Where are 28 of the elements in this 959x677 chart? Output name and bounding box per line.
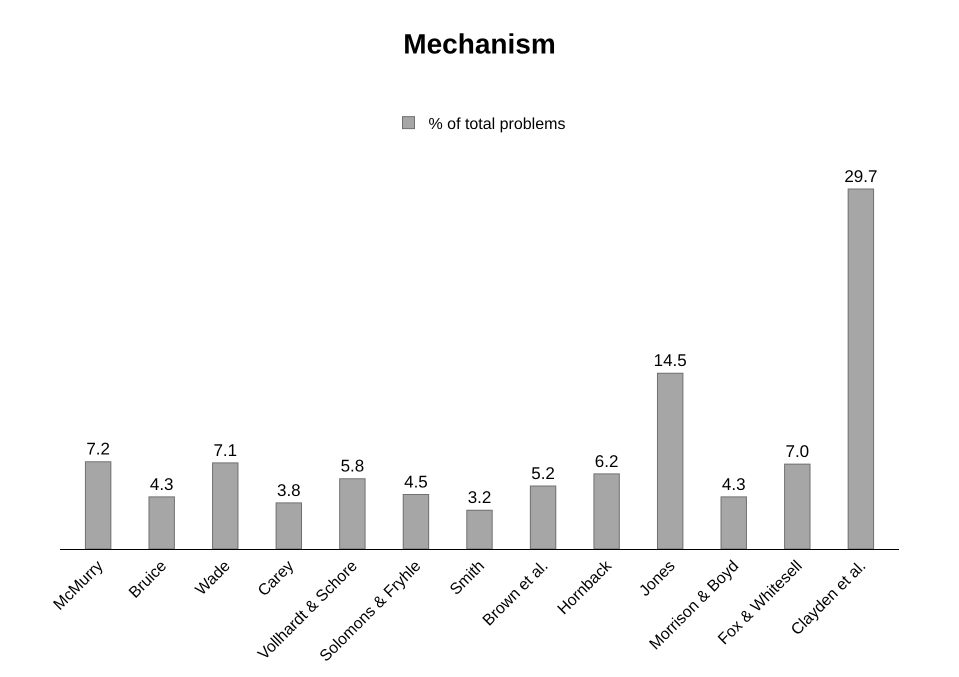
bar <box>656 372 684 549</box>
data-label: 5.2 <box>531 464 555 483</box>
data-label: 14.5 <box>654 351 687 370</box>
data-label: 4.3 <box>722 474 746 494</box>
bar <box>276 502 302 549</box>
bar <box>212 462 238 549</box>
bar <box>593 473 620 549</box>
data-label: 7.2 <box>86 440 110 459</box>
data-label: 3.8 <box>277 480 301 500</box>
data-label: 4.5 <box>404 472 428 492</box>
data-label: 7.0 <box>785 442 810 462</box>
chart-title: Mechanism <box>403 28 556 60</box>
bar <box>848 188 874 549</box>
data-label: 3.2 <box>468 488 492 508</box>
bar <box>466 510 493 549</box>
data-label: 6.2 <box>594 452 618 471</box>
bar <box>720 496 747 549</box>
data-label: 5.8 <box>340 456 364 476</box>
data-label: 7.1 <box>213 440 238 460</box>
bar <box>530 485 556 549</box>
bar <box>402 494 430 549</box>
bar <box>339 478 366 549</box>
legend-label: % of total problems <box>428 116 566 133</box>
data-label: 4.3 <box>150 474 174 494</box>
bar <box>148 496 175 549</box>
bar <box>784 464 811 549</box>
data-label: 29.7 <box>844 166 878 186</box>
bar <box>84 461 112 549</box>
